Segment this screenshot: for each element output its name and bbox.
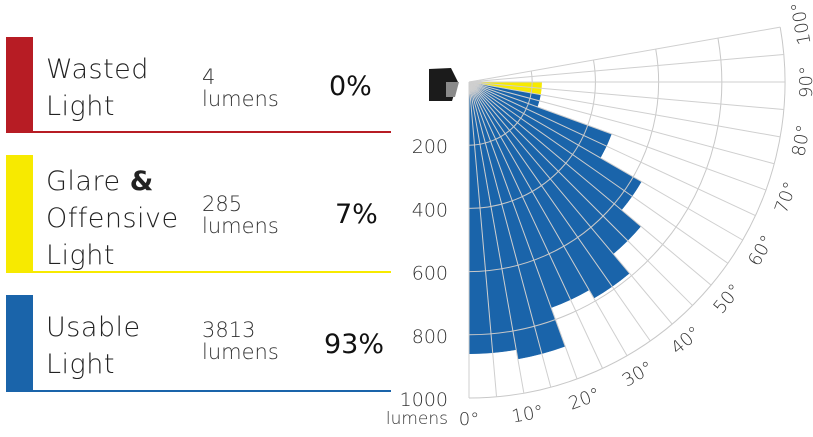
angle-tick-label: 30°	[619, 357, 657, 391]
grid-spoke	[468, 53, 784, 83]
glare-light-lumens: 285 lumens	[202, 192, 279, 238]
grid-spoke	[468, 81, 781, 138]
usable-light-swatch	[6, 295, 33, 391]
glare-light-label: Glare & Offensive Light	[46, 166, 179, 271]
angle-tick-label: 60°	[744, 232, 778, 270]
angle-tick-label: 10°	[510, 401, 545, 427]
grid-spoke	[468, 81, 775, 165]
usable-light-lumens: 3813 lumens	[202, 318, 279, 364]
usable-light-label: Usable Light	[46, 312, 141, 380]
grid-spoke	[468, 81, 743, 241]
legend-row-glare: Glare & Offensive Light 285 lumens 7%	[6, 155, 391, 275]
radial-tick-label: 600	[412, 263, 448, 285]
radial-tick-label: 1000	[400, 389, 448, 411]
grid-spoke	[468, 81, 712, 286]
grid-spoke	[468, 26, 781, 83]
fixture-lens	[446, 82, 459, 97]
radial-unit-label: lumens	[386, 409, 448, 429]
angle-tick-label: 40°	[667, 322, 705, 359]
grid-spoke	[468, 81, 552, 388]
wasted-light-lumens: 4 lumens	[202, 65, 279, 111]
grid-spoke	[468, 81, 729, 264]
usable-light-percent: 93%	[324, 329, 385, 360]
wall-pack-light-icon	[429, 68, 459, 101]
angle-tick-label: 80°	[788, 123, 813, 158]
wasted-light-swatch	[6, 37, 33, 132]
grid-spoke	[468, 81, 578, 380]
angle-tick-label: 100°	[787, 0, 813, 46]
glare-light-underline	[6, 271, 391, 273]
wasted-light-underline	[6, 131, 391, 133]
grid-spoke	[468, 81, 651, 342]
grid-spoke	[468, 81, 693, 306]
glare-light-percent: 7%	[335, 199, 378, 230]
angle-tick-label: 70°	[771, 179, 802, 216]
radial-tick-label: 800	[412, 326, 448, 348]
legend-row-wasted: Wasted Light 4 lumens 0%	[6, 37, 391, 134]
grid-spoke	[468, 81, 525, 394]
wasted-light-label: Wasted Light	[46, 54, 149, 122]
fixture-layer	[429, 68, 459, 101]
usable-light-underline	[6, 390, 391, 392]
grid-spoke	[468, 81, 756, 217]
grid-spoke	[468, 81, 673, 325]
angle-tick-label: 0°	[459, 409, 479, 430]
wasted-light-percent: 0%	[329, 71, 372, 102]
grid-layer	[468, 26, 786, 399]
grid-spoke	[468, 81, 784, 111]
legend-row-usable: Usable Light 3813 lumens 93%	[6, 295, 391, 395]
angle-tick-label: 50°	[709, 280, 746, 318]
grid-spoke	[468, 81, 628, 356]
grid-spoke	[468, 81, 767, 191]
glare-light-swatch	[6, 155, 33, 272]
angle-tick-label: 20°	[566, 384, 603, 415]
radial-tick-label: 200	[412, 136, 448, 158]
grid-spoke	[468, 81, 498, 397]
angle-tick-label: 90°	[796, 66, 813, 98]
radial-tick-label: 400	[412, 199, 448, 221]
grid-spoke	[468, 81, 604, 369]
